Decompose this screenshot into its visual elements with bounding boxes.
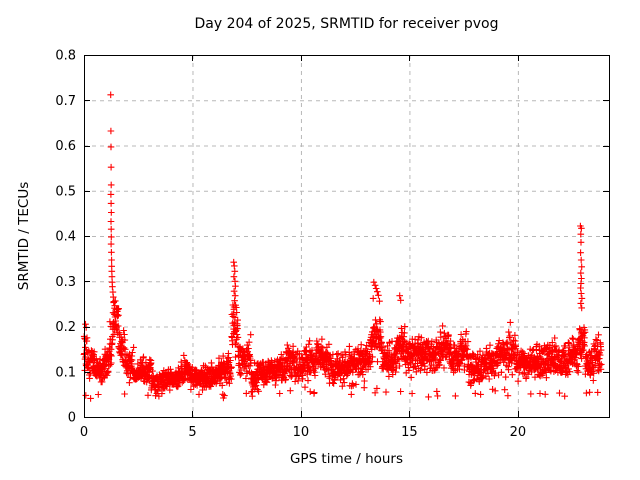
x-tick-label: 15 — [401, 425, 418, 440]
chart-title: Day 204 of 2025, SRMTID for receiver pvo… — [194, 16, 499, 32]
y-tick-label: 0 — [68, 411, 76, 426]
x-tick-label: 10 — [293, 425, 310, 440]
y-tick-label: 0.7 — [55, 94, 76, 109]
y-tick-label: 0.5 — [55, 184, 76, 199]
y-tick-label: 0.6 — [55, 139, 76, 154]
x-tick-label: 20 — [510, 425, 527, 440]
y-tick-label: 0.8 — [55, 49, 76, 64]
y-tick-label: 0.3 — [55, 275, 76, 290]
y-tick-label: 0.2 — [55, 320, 76, 335]
x-axis-title: GPS time / hours — [289, 451, 404, 467]
x-tick-label: 0 — [80, 425, 88, 440]
x-tick-label: 5 — [188, 425, 196, 440]
data-points-path — [80, 91, 605, 402]
y-tick-label: 0.1 — [55, 365, 76, 380]
y-tick-label: 0.4 — [55, 230, 76, 245]
